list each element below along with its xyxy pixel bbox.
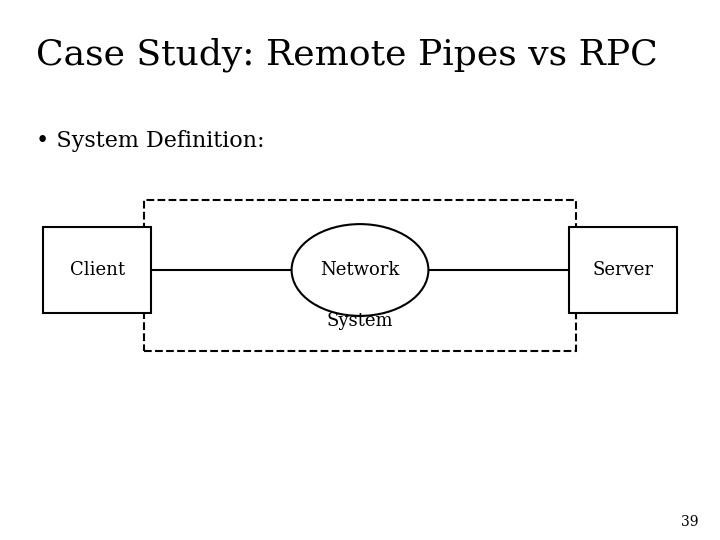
Text: System: System: [327, 312, 393, 330]
Bar: [569, 227, 677, 313]
Ellipse shape: [292, 224, 428, 316]
Text: Case Study: Remote Pipes vs RPC: Case Study: Remote Pipes vs RPC: [36, 38, 658, 72]
Bar: [43, 227, 151, 313]
Text: 39: 39: [681, 515, 698, 529]
Bar: [144, 200, 576, 351]
Text: Network: Network: [320, 261, 400, 279]
Text: Server: Server: [593, 261, 653, 279]
Text: • System Definition:: • System Definition:: [36, 130, 264, 152]
Text: Client: Client: [70, 261, 125, 279]
